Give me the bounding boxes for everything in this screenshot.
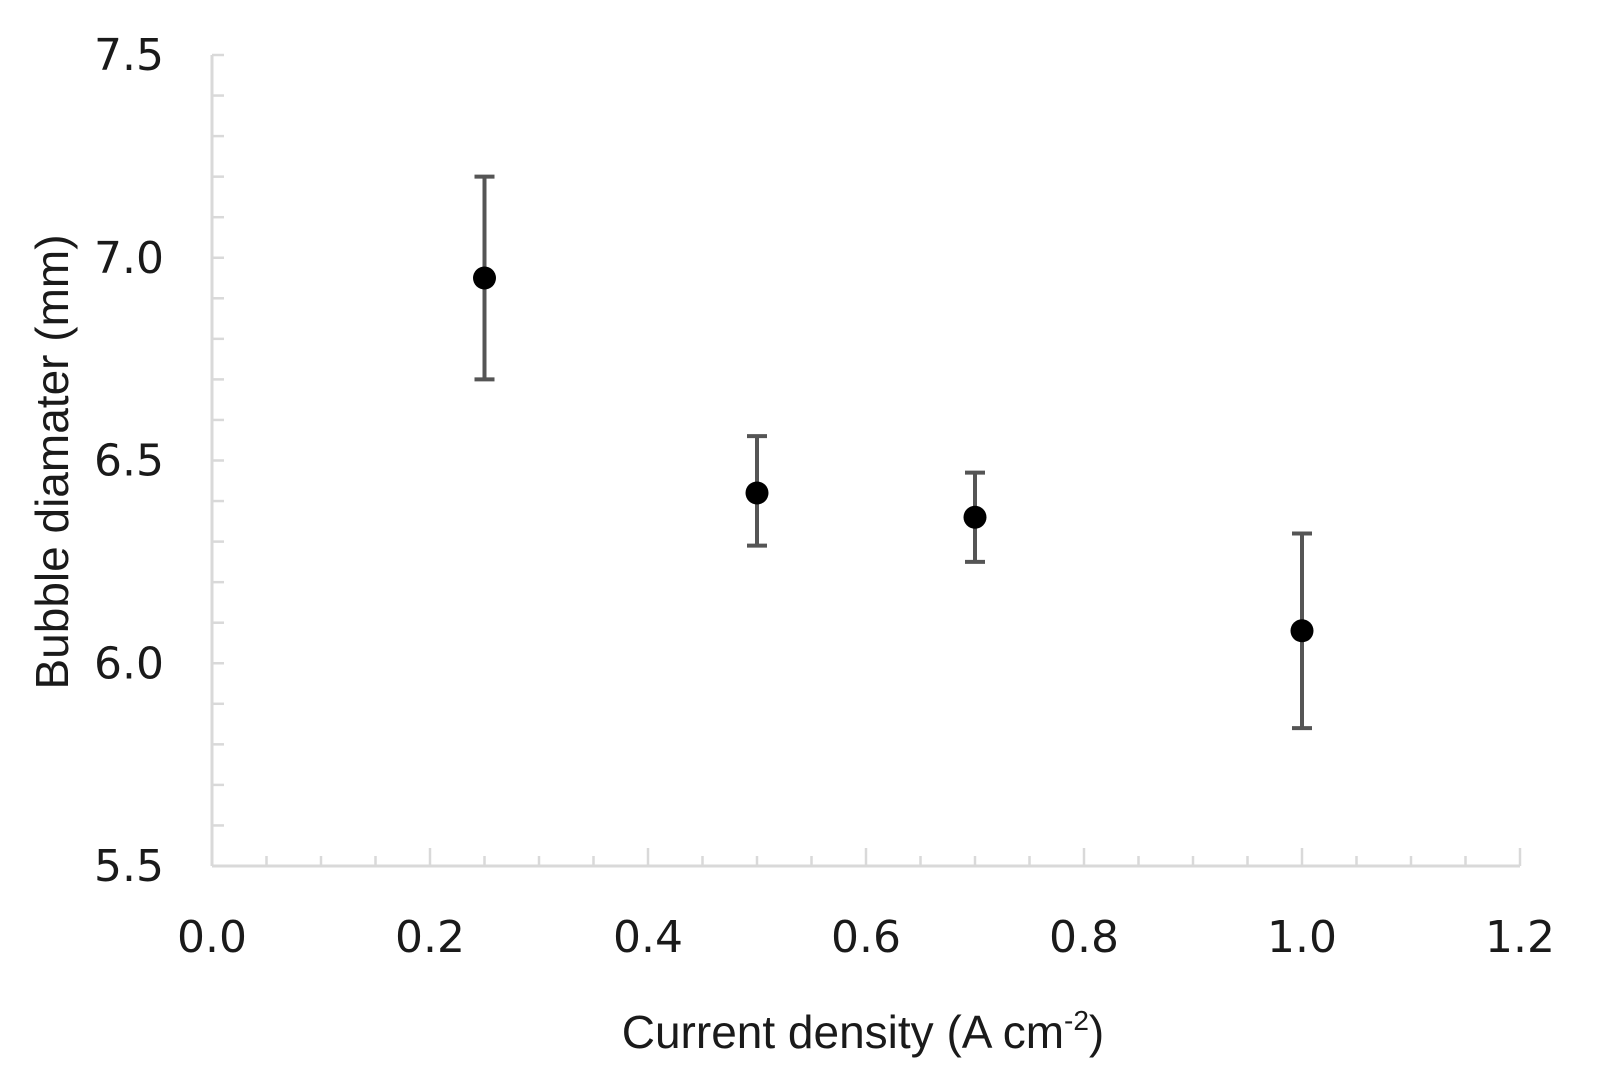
x-tick-label: 1.0 (1267, 912, 1337, 963)
x-tick-label: 0.2 (395, 912, 465, 963)
data-points (473, 174, 1314, 731)
x-tick-label: 0.8 (1049, 912, 1119, 963)
x-tick-label: 0.6 (831, 912, 901, 963)
data-point (1290, 619, 1314, 643)
y-axis-title: Bubble diamater (mm) (26, 234, 78, 689)
x-tick-label: 0.0 (177, 912, 247, 963)
data-point (745, 481, 769, 505)
x-axis-title: Current density (A cm-2) (622, 1005, 1105, 1058)
data-point (473, 266, 496, 290)
x-tick-label: 0.4 (613, 912, 683, 963)
y-tick-label: 6.5 (94, 436, 164, 487)
x-tick-label: 1.2 (1485, 912, 1555, 963)
y-tick-label: 6.0 (94, 638, 164, 689)
y-tick-label: 5.5 (94, 841, 164, 892)
tick-labels: 5.5 6.0 6.5 7.0 7.5 0.0 0.2 0.4 0.6 0.8 1.0 1.2 (94, 30, 1555, 963)
y-tick-label: 7.5 (94, 30, 164, 81)
axes (210, 53, 1522, 868)
y-tick-label: 7.0 (94, 233, 164, 284)
data-point (963, 505, 987, 529)
